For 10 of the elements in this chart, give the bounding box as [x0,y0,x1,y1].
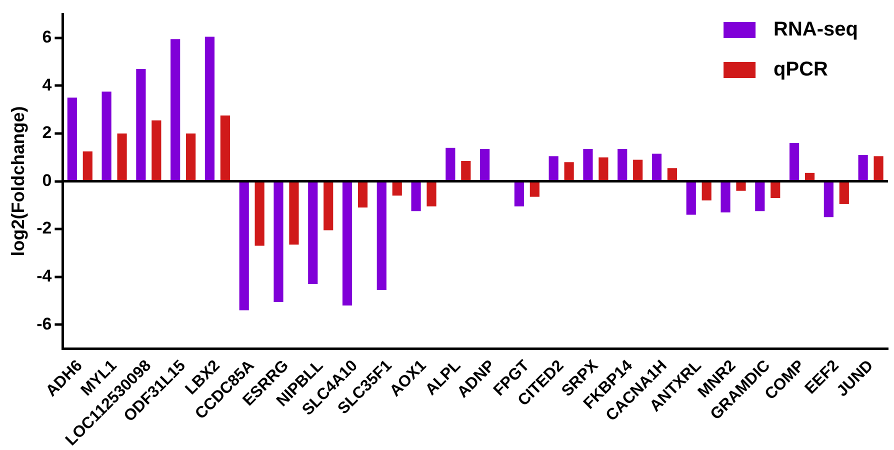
y-tick-label: 4 [42,75,52,94]
y-tick-label: 2 [42,123,52,142]
y-tick-label: 0 [42,170,52,190]
legend-label: qPCR [774,58,829,81]
y-tick-label: -4 [36,266,52,286]
y-tick-label: -6 [36,314,52,334]
y-tick-label: 6 [42,28,52,47]
y-axis-title: log2(Foldchange) [8,106,28,256]
y-tick-label: -2 [36,218,52,238]
legend-label: RNA-seq [774,18,858,41]
